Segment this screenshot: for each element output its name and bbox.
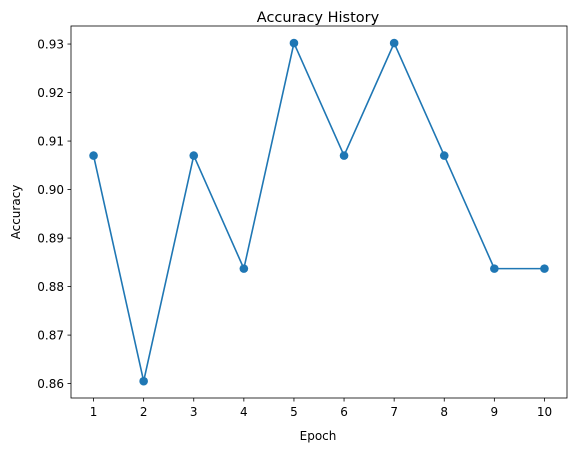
plot-frame: [70, 25, 568, 399]
y-tick-label: 0.89: [37, 231, 64, 245]
plot-area: 0.86 0.87 0.88 0.89 0.90 0.91 0.92 0.93 1 2 3 4 5 6 7…: [37, 25, 568, 419]
y-tick-label: 0.90: [37, 183, 64, 197]
data-point: [139, 376, 148, 386]
x-tick-label: 9: [491, 405, 499, 419]
x-tick-label: 3: [190, 405, 198, 419]
chart-title: Accuracy History: [257, 10, 380, 26]
x-tick-label: 7: [390, 405, 398, 419]
data-point: [540, 264, 549, 273]
data-point: [339, 151, 349, 160]
x-tick-label: 6: [340, 405, 348, 419]
data-point: [239, 264, 249, 273]
data-point: [439, 151, 449, 160]
series-line: [92, 42, 545, 382]
y-axis: 0.86 0.87 0.88 0.89 0.90 0.91 0.92 0.93: [37, 37, 71, 391]
y-tick-label: 0.91: [37, 134, 64, 148]
y-axis-label: Accuracy: [9, 185, 23, 240]
data-point: [389, 38, 399, 48]
series-layer: [89, 38, 549, 386]
x-axis-label: Epoch: [300, 429, 337, 443]
x-axis: 1 2 3 4 5 6 7 8 9 10: [90, 398, 552, 419]
data-point: [89, 151, 98, 160]
y-tick-label: 0.87: [37, 328, 64, 342]
x-tick-label: 2: [140, 405, 148, 419]
x-tick-label: 5: [290, 405, 298, 419]
x-tick-label: 8: [440, 405, 448, 419]
y-tick-label: 0.86: [37, 377, 64, 391]
data-point: [189, 151, 199, 160]
x-tick-label: 10: [537, 405, 552, 419]
data-point: [289, 38, 299, 48]
y-tick-label: 0.93: [37, 37, 64, 51]
data-point: [490, 264, 499, 273]
y-tick-label: 0.92: [37, 86, 64, 100]
y-tick-label: 0.88: [37, 280, 64, 294]
x-tick-label: 1: [90, 405, 98, 419]
x-tick-label: 4: [240, 405, 248, 419]
